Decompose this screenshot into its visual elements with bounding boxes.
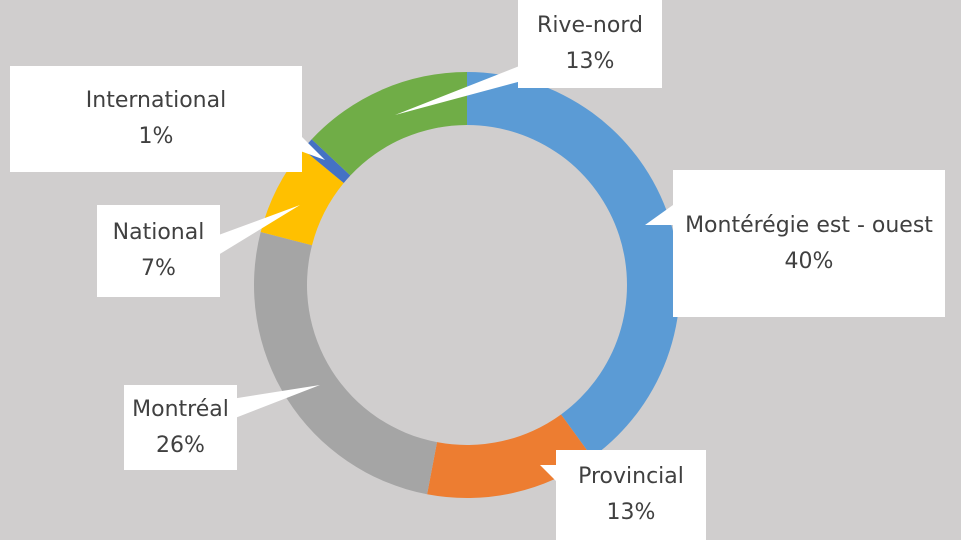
donut-segment: [253, 232, 438, 495]
category-label: Provincial: [578, 464, 684, 489]
category-label: Montréal: [132, 396, 229, 422]
donut-segment: [260, 149, 344, 246]
callout: National 7%: [97, 205, 220, 297]
callout: Montréal 26%: [124, 385, 237, 470]
value-label: 7%: [141, 256, 176, 281]
category-label: International: [85, 88, 227, 113]
category-label: National: [112, 220, 205, 245]
callout: Provincial 13%: [556, 450, 706, 540]
category-label: Montérégie est - ouest: [685, 212, 933, 238]
callout: Rive-nord 13%: [518, 0, 662, 88]
category-label: Rive-nord: [537, 13, 643, 38]
ring: [253, 72, 680, 498]
donut-segment: [427, 414, 593, 498]
callout: International 1%: [10, 66, 302, 172]
pointer: [225, 385, 320, 420]
pointer: [205, 205, 300, 260]
donut-segment: [467, 72, 680, 458]
donut-segment: [311, 72, 467, 176]
value-label: 13%: [606, 500, 656, 525]
value-label: 26%: [156, 432, 205, 458]
callout: Montérégie est - ouest 40%: [673, 170, 945, 317]
value-label: 1%: [138, 124, 174, 149]
value-label: 13%: [565, 49, 615, 74]
value-label: 40%: [784, 248, 834, 274]
